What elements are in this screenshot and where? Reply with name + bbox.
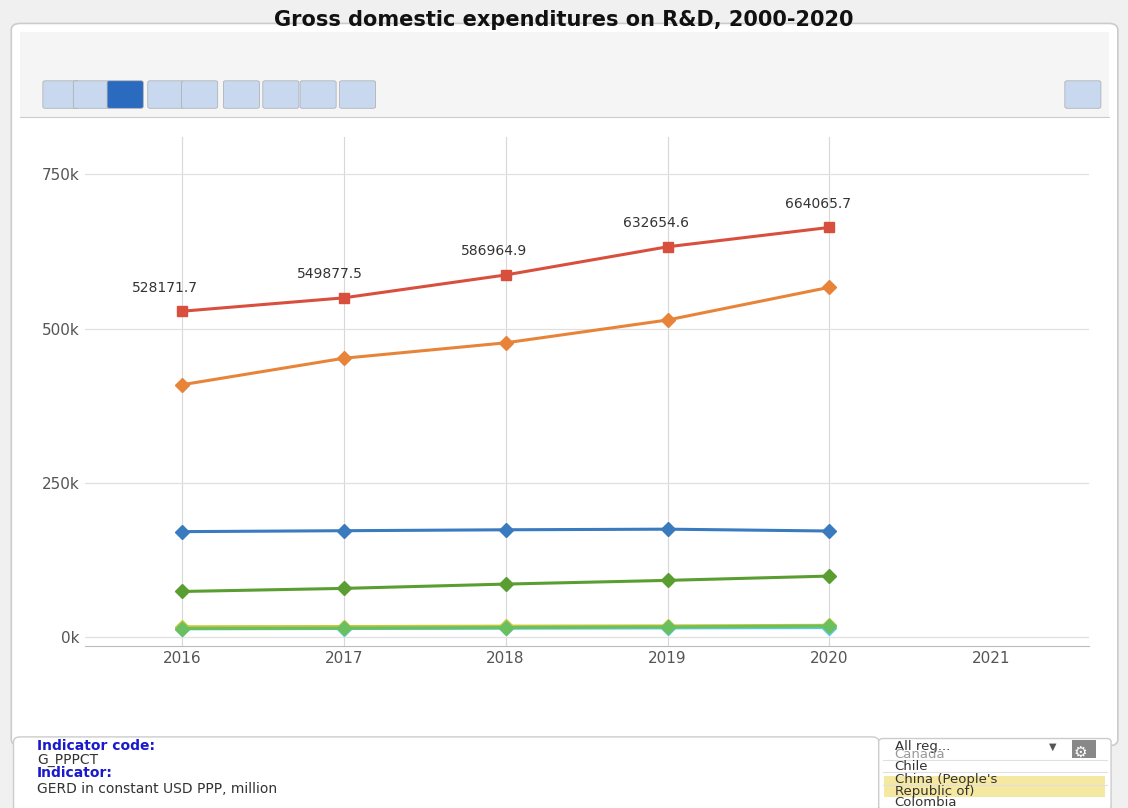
Text: 632654.6: 632654.6 [624, 216, 689, 230]
Text: Colombia: Colombia [895, 797, 957, 808]
Text: Chile: Chile [895, 760, 928, 773]
Text: ⚙: ⚙ [1074, 745, 1087, 760]
Text: Canada: Canada [895, 748, 945, 761]
Text: 549877.5: 549877.5 [297, 267, 363, 281]
Text: Gross domestic expenditures on R&D, 2000-2020: Gross domestic expenditures on R&D, 2000… [274, 11, 854, 30]
Legend: China (People's Republic of): China (People's Republic of) [92, 777, 349, 804]
Text: G_PPPCT: G_PPPCT [37, 753, 98, 767]
Text: 528171.7: 528171.7 [132, 280, 199, 295]
Text: 664065.7: 664065.7 [785, 196, 852, 211]
Text: ▼: ▼ [1049, 742, 1057, 751]
Text: China (People's: China (People's [895, 773, 997, 786]
Text: GERD in constant USD PPP, million: GERD in constant USD PPP, million [37, 782, 277, 797]
Text: Indicator:: Indicator: [37, 766, 113, 781]
Text: Republic of): Republic of) [895, 785, 973, 798]
Text: Indicator code:: Indicator code: [37, 739, 156, 753]
Text: 586964.9: 586964.9 [461, 244, 528, 259]
Text: All reg...: All reg... [895, 740, 950, 753]
